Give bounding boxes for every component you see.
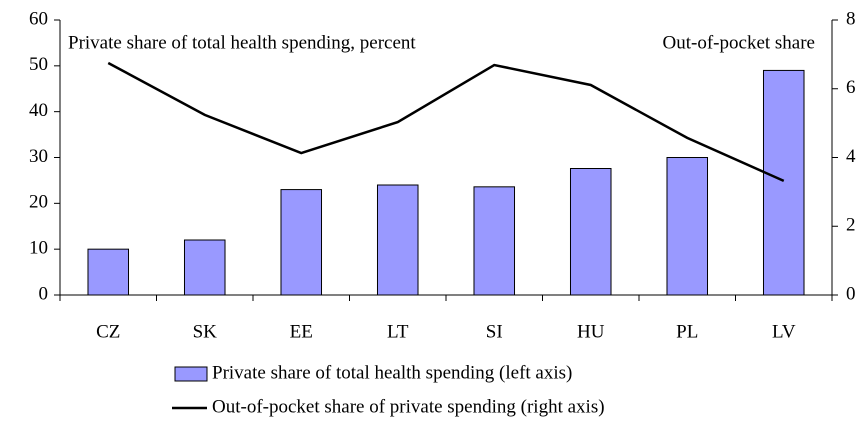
bar bbox=[183, 239, 226, 296]
y-tick-label: 10 bbox=[29, 238, 48, 259]
y-tick-label: 0 bbox=[39, 283, 49, 304]
annotation: Out-of-pocket share bbox=[663, 32, 815, 53]
x-tick-label: CZ bbox=[96, 321, 120, 342]
legend-swatch bbox=[174, 366, 208, 382]
y-tick-label: 20 bbox=[29, 192, 48, 213]
x-tick-label: LT bbox=[387, 321, 409, 342]
legend-label: Out-of-pocket share of private spending … bbox=[212, 396, 605, 417]
y2-tick-label: 4 bbox=[846, 146, 856, 167]
y-tick-label: 30 bbox=[29, 146, 48, 167]
x-tick-label: SK bbox=[193, 321, 218, 342]
y2-tick-label: 2 bbox=[846, 215, 856, 236]
bar bbox=[762, 69, 805, 296]
bar bbox=[376, 184, 419, 296]
bar bbox=[280, 189, 323, 296]
x-tick-label: SI bbox=[486, 321, 503, 342]
y-tick-label: 50 bbox=[29, 54, 48, 75]
annotation: Private share of total health spending, … bbox=[68, 32, 416, 53]
line bbox=[107, 61, 785, 183]
y2-tick-label: 8 bbox=[846, 8, 856, 29]
y-tick-label: 60 bbox=[29, 8, 48, 29]
y2-tick-label: 0 bbox=[846, 283, 856, 304]
x-tick-label: EE bbox=[290, 321, 313, 342]
bar bbox=[87, 248, 130, 296]
y-tick-label: 40 bbox=[29, 100, 48, 121]
x-tick-label: HU bbox=[577, 321, 605, 342]
legend-label: Private share of total health spending (… bbox=[212, 362, 572, 383]
x-tick-label: LV bbox=[772, 321, 796, 342]
y2-tick-label: 6 bbox=[846, 77, 856, 98]
bar bbox=[473, 186, 516, 296]
bar bbox=[666, 157, 709, 296]
x-tick-label: PL bbox=[676, 321, 698, 342]
bar bbox=[569, 168, 612, 296]
